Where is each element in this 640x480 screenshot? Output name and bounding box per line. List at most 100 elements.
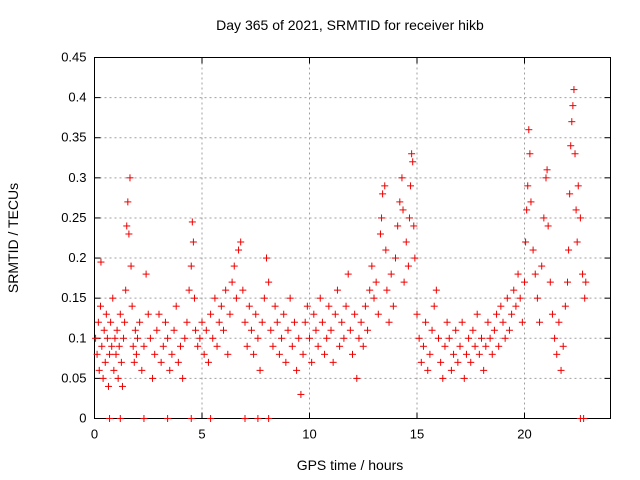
data-point <box>484 318 492 326</box>
data-point <box>355 334 363 342</box>
data-point <box>116 415 124 422</box>
data-point <box>166 366 174 374</box>
data-point <box>523 206 531 214</box>
data-point <box>569 102 577 110</box>
data-point <box>172 302 180 310</box>
data-point <box>284 326 292 334</box>
data-point <box>452 326 460 334</box>
data-point <box>316 294 324 302</box>
data-point <box>389 302 397 310</box>
data-point <box>399 206 407 214</box>
data-point <box>364 326 372 334</box>
data-point <box>151 350 159 358</box>
data-point <box>187 262 195 270</box>
data-point <box>108 342 116 350</box>
data-point <box>411 254 419 262</box>
data-point <box>538 262 546 270</box>
data-point <box>579 270 587 278</box>
data-point <box>254 334 262 342</box>
data-point <box>299 350 307 358</box>
data-point <box>351 310 359 318</box>
data-point <box>196 334 204 342</box>
data-point <box>275 350 283 358</box>
data-point <box>469 326 477 334</box>
data-point <box>198 318 206 326</box>
data-point <box>125 230 133 238</box>
data-point <box>536 318 544 326</box>
data-point <box>460 374 468 382</box>
data-point <box>258 318 266 326</box>
data-point <box>98 342 106 350</box>
data-point <box>417 358 425 366</box>
data-point <box>136 318 144 326</box>
data-point <box>121 318 129 326</box>
data-point <box>138 366 146 374</box>
data-point <box>157 358 165 366</box>
data-point <box>329 358 337 366</box>
data-point <box>557 366 565 374</box>
data-point <box>155 310 163 318</box>
data-point <box>366 286 374 294</box>
data-point <box>419 342 427 350</box>
data-point <box>265 415 273 422</box>
data-point <box>514 270 522 278</box>
data-point <box>101 358 109 366</box>
data-point <box>312 326 320 334</box>
data-point <box>114 374 122 382</box>
data-point <box>430 302 438 310</box>
data-point <box>159 342 167 350</box>
data-point <box>410 222 418 230</box>
data-point <box>131 326 139 334</box>
data-point <box>100 326 108 334</box>
data-point <box>204 358 212 366</box>
data-point <box>565 246 573 254</box>
data-point <box>102 310 110 318</box>
grid <box>94 57 611 419</box>
data-point <box>542 174 550 182</box>
data-point <box>510 286 518 294</box>
data-point <box>456 342 464 350</box>
data-point <box>571 150 579 158</box>
data-point <box>370 294 378 302</box>
data-point <box>428 326 436 334</box>
data-point <box>124 198 132 206</box>
data-point <box>243 342 251 350</box>
data-point <box>314 342 322 350</box>
data-point <box>383 286 391 294</box>
data-point <box>548 310 556 318</box>
data-point <box>559 342 567 350</box>
data-point <box>546 278 554 286</box>
data-point <box>568 118 576 126</box>
data-point <box>301 318 309 326</box>
data-point <box>164 415 172 422</box>
data-point <box>127 262 135 270</box>
data-point <box>576 214 584 222</box>
data-point <box>129 342 137 350</box>
data-point <box>290 318 298 326</box>
y-tick-label: 0.35 <box>61 130 86 145</box>
data-point <box>555 318 563 326</box>
data-point <box>387 270 395 278</box>
data-point <box>564 278 571 286</box>
data-point <box>512 302 520 310</box>
data-point <box>551 334 559 342</box>
data-point <box>493 310 501 318</box>
data-point <box>92 334 100 342</box>
data-point <box>224 350 232 358</box>
data-point <box>361 302 369 310</box>
data-point <box>572 206 580 214</box>
data-point <box>134 334 141 342</box>
data-points <box>92 86 590 422</box>
data-point <box>340 334 348 342</box>
data-point <box>140 415 148 422</box>
data-point <box>168 350 176 358</box>
data-point <box>207 310 215 318</box>
data-point <box>574 182 582 190</box>
data-point <box>381 182 389 190</box>
data-point <box>525 126 533 134</box>
data-point <box>435 334 442 342</box>
data-point <box>232 294 240 302</box>
data-point <box>128 302 136 310</box>
y-tick-label: 0 <box>79 411 86 426</box>
data-point <box>115 342 123 350</box>
